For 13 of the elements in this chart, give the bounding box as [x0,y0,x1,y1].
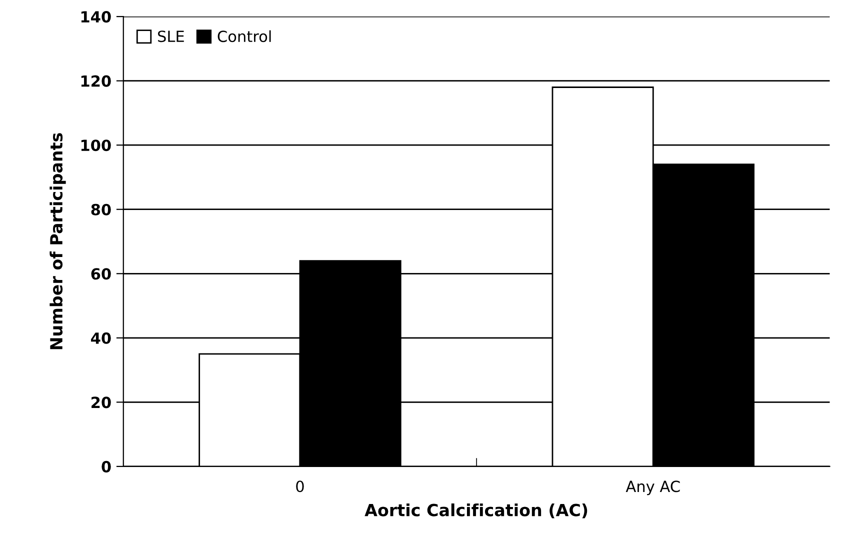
x-tick-label: Any AC [626,480,680,496]
y-tick-label: 100 [81,140,111,152]
y-tick-label: 60 [91,268,111,280]
y-tick-label: 0 [102,460,111,472]
y-axis-title: Number of Participants [50,133,66,350]
y-tick-label: 40 [91,332,111,344]
y-tick-label: 20 [92,396,111,408]
legend-label: Control [218,30,271,42]
y-tick-label: 140 [81,11,111,23]
y-tick-label: 80 [91,204,111,216]
x-axis-title: Aortic Calcification (AC) [364,503,588,518]
legend-label: SLE [158,30,184,42]
y-tick-label: 120 [81,75,111,87]
